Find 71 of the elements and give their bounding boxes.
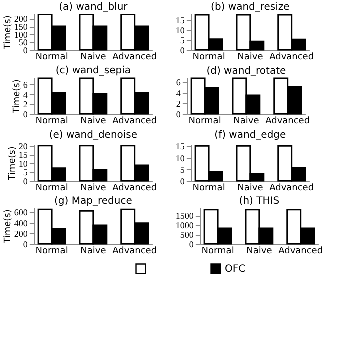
- y-tick-label: 1000: [176, 220, 194, 231]
- x-tick-label: Normal: [192, 52, 226, 62]
- y-tick-label: 200: [14, 14, 28, 24]
- x-tick-label: Advanced: [278, 246, 324, 256]
- x-tick-label: Naive: [80, 246, 107, 256]
- x-tick-label: Normal: [36, 246, 68, 256]
- y-tick-label: 10: [18, 158, 28, 169]
- y-tick-label: 0: [180, 176, 186, 186]
- y-tick-label: 15: [176, 142, 186, 152]
- y-tick-label: 100: [14, 30, 28, 40]
- chart-title: (d) wand_rotate: [206, 66, 286, 77]
- y-tick-label: 0: [23, 240, 28, 250]
- x-tick-label: Advanced: [112, 116, 158, 126]
- x-tick-label: Naive: [80, 52, 107, 62]
- x-tick-label: Advanced: [112, 52, 158, 62]
- x-tick-label: Naive: [238, 184, 264, 194]
- y-tick-label: 15: [176, 16, 186, 26]
- y-tick-label: 150: [14, 22, 28, 32]
- y-axis-title: Time(s): [3, 16, 14, 50]
- y-tick-label: 6: [23, 80, 28, 90]
- x-tick-label: Normal: [188, 116, 222, 126]
- y-tick-label: 0: [23, 176, 28, 186]
- y-tick-label: 0: [23, 46, 28, 56]
- y-tick-label: 6: [176, 78, 182, 88]
- chart-title: (g) Map_reduce: [54, 196, 132, 207]
- y-tick-label: 2: [23, 100, 28, 110]
- y-tick-label: 600: [14, 208, 28, 218]
- y-tick-label: 50: [18, 38, 28, 48]
- x-tick-label: Normal: [202, 246, 234, 256]
- x-tick-label: Normal: [192, 184, 226, 194]
- x-tick-label: Advanced: [112, 246, 158, 256]
- x-tick-label: Naive: [238, 52, 264, 62]
- x-tick-label: Naive: [80, 116, 107, 126]
- x-tick-label: Naive: [246, 246, 273, 256]
- y-tick-label: 4: [176, 88, 182, 98]
- y-tick-label: 5: [23, 168, 28, 178]
- x-tick-label: Normal: [36, 116, 68, 126]
- y-tick-label: 1500: [176, 211, 194, 222]
- legend-label: OFC: [225, 264, 246, 275]
- y-tick-label: 0: [176, 110, 182, 120]
- x-tick-label: Advanced: [112, 184, 158, 194]
- chart-title: (h) THIS: [239, 196, 280, 207]
- y-tick-label: 10: [176, 153, 186, 164]
- y-tick-label: 0: [180, 46, 186, 56]
- x-tick-label: Advanced: [270, 52, 314, 62]
- x-tick-label: Naive: [80, 184, 107, 194]
- y-tick-label: 15: [18, 150, 28, 160]
- y-tick-label: 2: [176, 98, 181, 109]
- chart-title: (f) wand_edge: [214, 130, 286, 142]
- y-tick-label: 0: [189, 240, 194, 250]
- y-axis-title: Time(s): [3, 210, 14, 244]
- chart-title: (a) wand_blur: [59, 2, 129, 13]
- y-tick-label: 5: [180, 164, 186, 175]
- x-tick-label: Advanced: [270, 184, 314, 194]
- y-tick-label: 5: [180, 36, 186, 46]
- y-axis-title: Time(s): [8, 146, 18, 182]
- y-tick-label: 400: [14, 218, 28, 228]
- x-tick-label: Normal: [36, 184, 68, 194]
- chart-title: (c) wand_sepia: [56, 66, 131, 77]
- y-tick-label: 200: [14, 228, 28, 239]
- y-tick-label: 500: [180, 230, 194, 240]
- chart-title: (e) wand_denoise: [49, 130, 138, 141]
- x-tick-label: Advanced: [266, 116, 310, 126]
- y-tick-label: 0: [23, 110, 28, 120]
- x-tick-label: Naive: [234, 116, 260, 126]
- y-tick-label: 20: [18, 141, 28, 152]
- y-tick-label: 10: [176, 26, 186, 36]
- x-tick-label: Normal: [36, 52, 68, 62]
- chart-title: (b) wand_resize: [211, 2, 290, 13]
- y-tick-label: 4: [23, 90, 28, 100]
- y-axis-title: Time(s): [12, 80, 22, 114]
